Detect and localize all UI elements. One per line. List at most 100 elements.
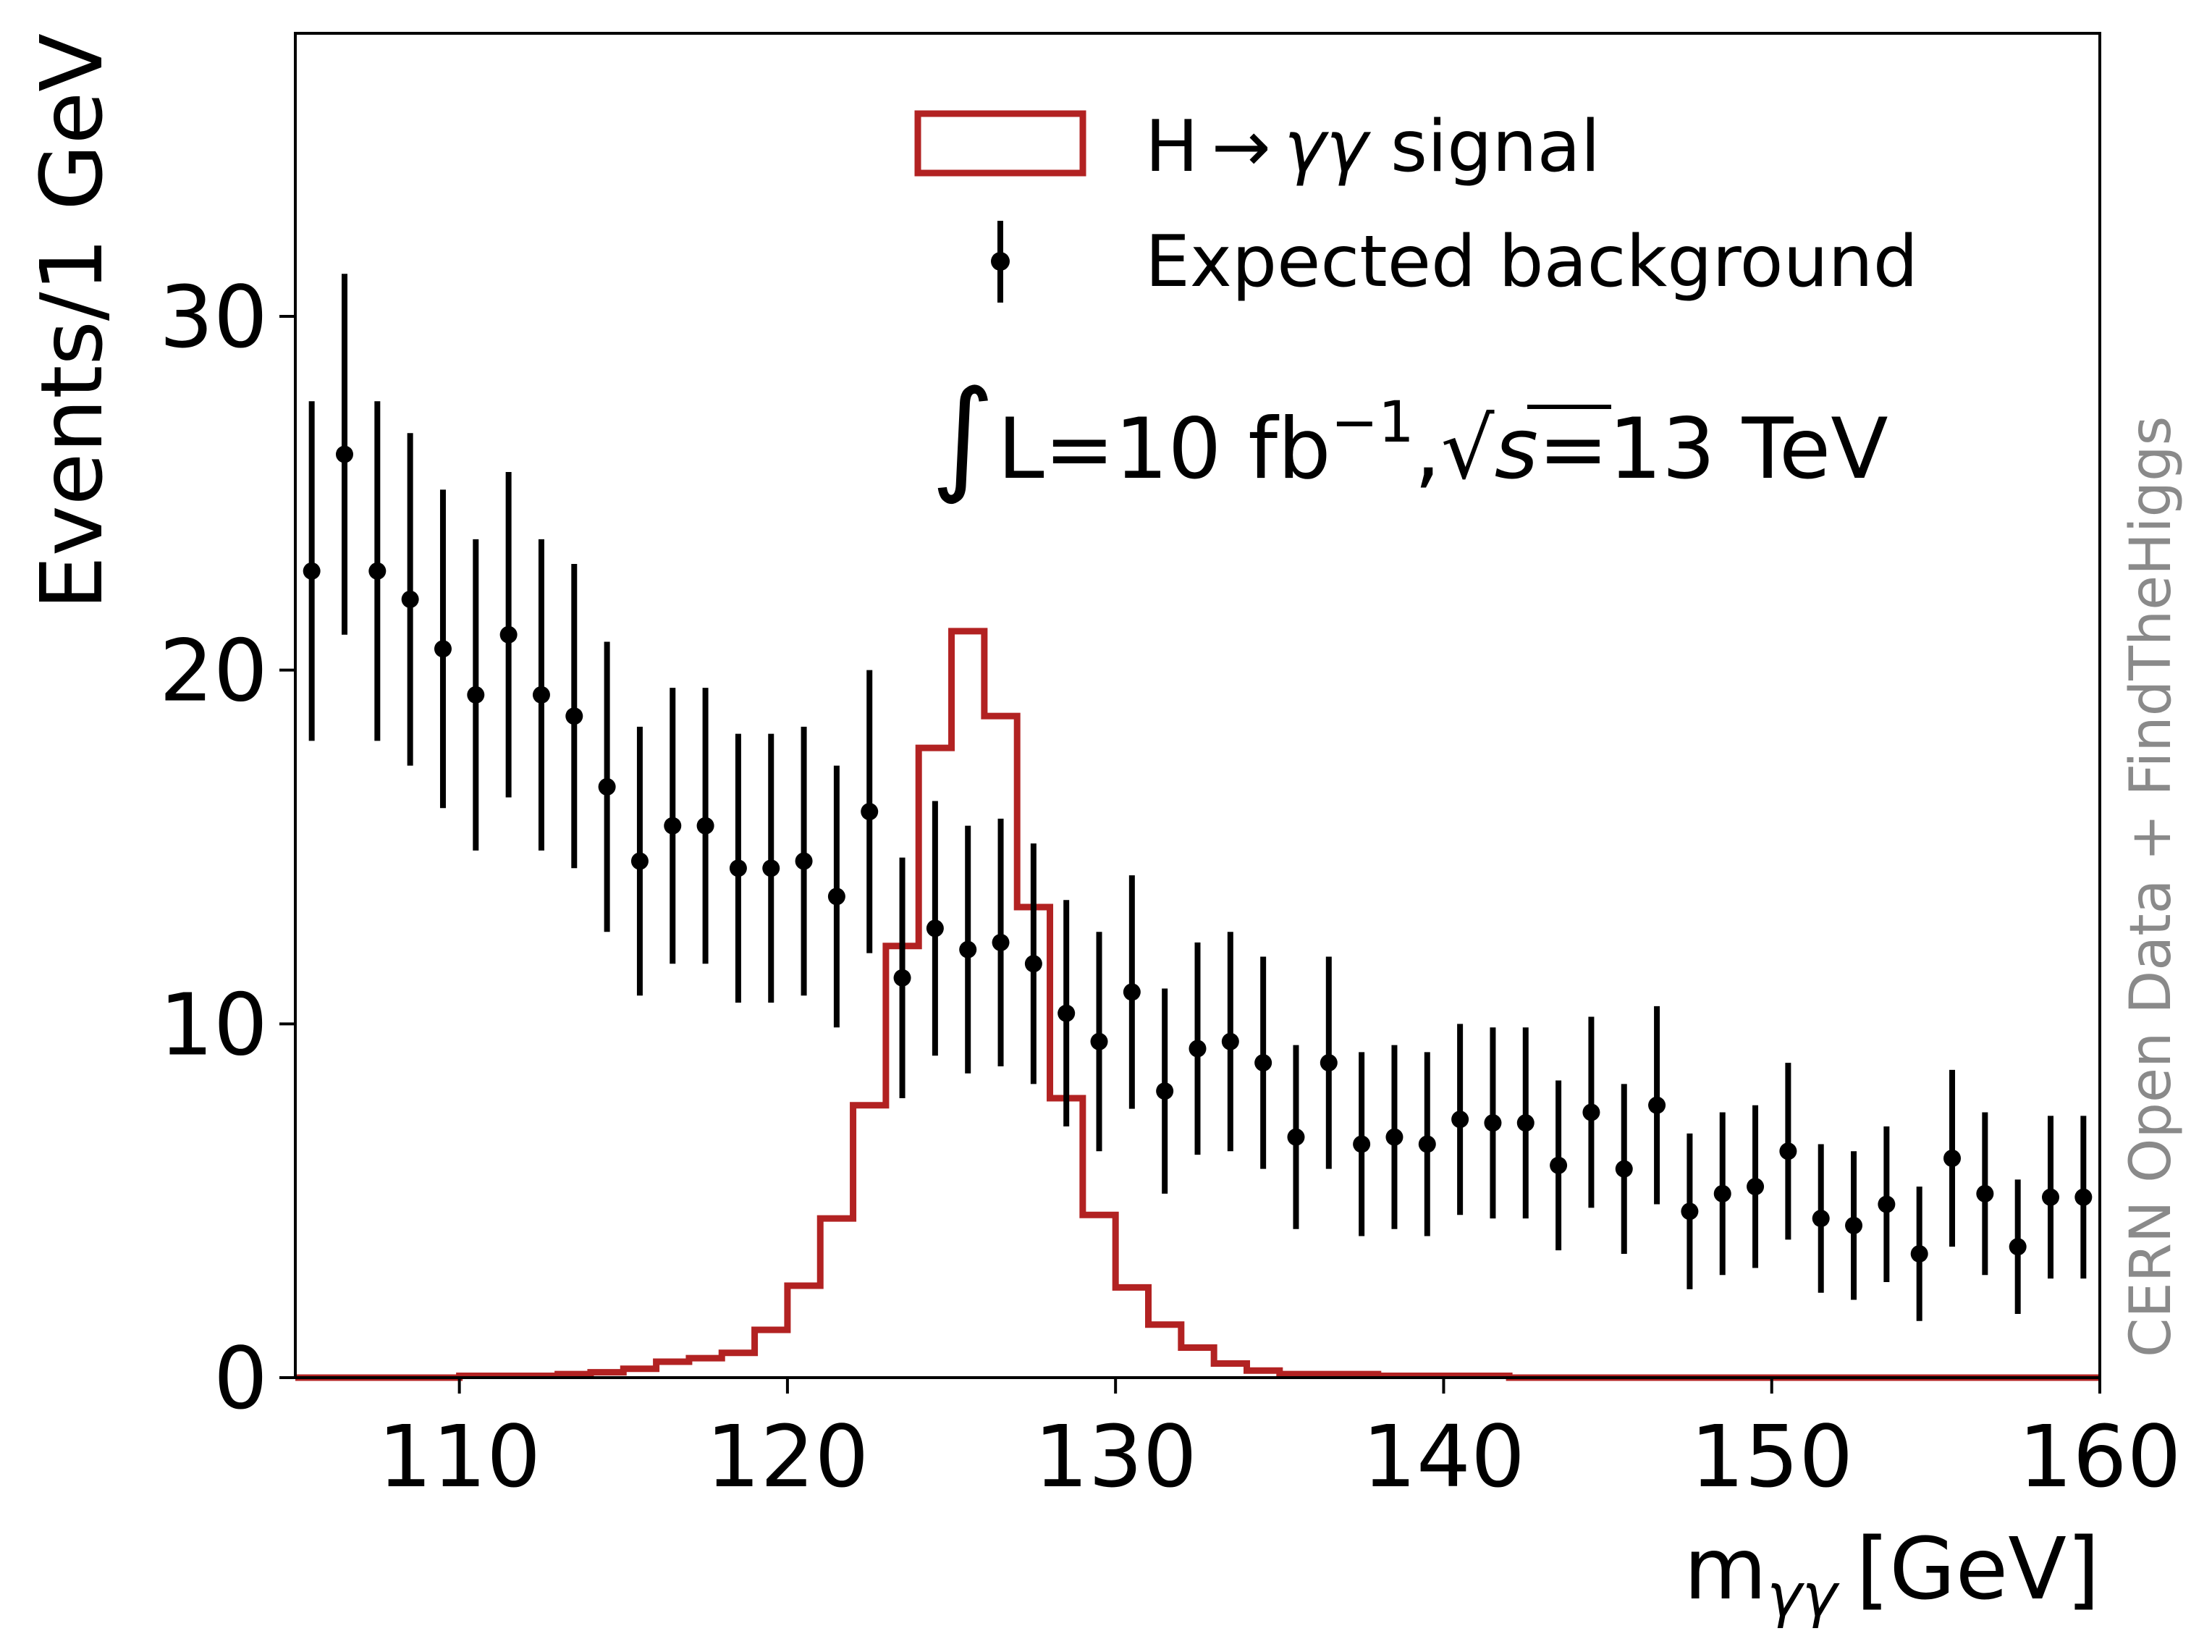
background-marker	[1648, 1096, 1666, 1114]
x-axis-title-main: m	[1684, 1519, 1767, 1619]
plot-area	[294, 32, 2101, 1381]
background-marker	[2042, 1188, 2060, 1206]
background-marker	[630, 852, 649, 870]
background-marker	[335, 445, 353, 463]
background-marker	[368, 562, 387, 580]
background-marker	[729, 859, 747, 877]
background-point	[1123, 875, 1141, 1109]
background-point	[1353, 1052, 1371, 1236]
background-marker	[1189, 1040, 1207, 1058]
background-point	[992, 818, 1010, 1066]
background-marker	[2074, 1188, 2093, 1206]
background-point	[1024, 843, 1042, 1084]
x-tick-label: 150	[1690, 1407, 1853, 1506]
background-point	[1090, 932, 1108, 1152]
background-point	[1550, 1080, 1568, 1251]
background-marker	[1812, 1210, 1830, 1228]
background-marker	[2009, 1238, 2027, 1256]
background-point	[1320, 956, 1338, 1169]
background-points	[303, 274, 2093, 1321]
background-point	[335, 274, 353, 635]
background-point	[664, 688, 682, 964]
background-point	[1058, 900, 1076, 1127]
background-point	[401, 433, 419, 766]
x-tick-label: 110	[378, 1407, 541, 1506]
x-axis-title-unit: [GeV]	[1856, 1519, 2100, 1619]
watermark: CERN Open Data + FindTheHiggs	[2119, 416, 2184, 1357]
background-point	[1943, 1069, 1962, 1247]
x-tick-label: 120	[706, 1407, 869, 1506]
background-point	[1845, 1151, 1863, 1300]
legend-signal-gg: γγ	[1284, 106, 1372, 188]
background-point	[762, 733, 780, 1003]
background-point	[467, 539, 485, 851]
background-marker	[1451, 1111, 1469, 1129]
background-marker	[434, 640, 452, 658]
background-point	[1812, 1144, 1830, 1293]
background-marker	[1747, 1178, 1765, 1196]
background-marker	[696, 817, 714, 835]
background-marker	[992, 933, 1010, 951]
background-marker	[1221, 1032, 1239, 1050]
background-marker	[1550, 1156, 1568, 1174]
legend-signal-h: H	[1145, 106, 1199, 188]
legend-signal-swatch	[914, 110, 1086, 177]
background-point	[368, 401, 387, 741]
background-marker	[893, 969, 911, 987]
background-point	[827, 765, 845, 1028]
background-marker	[1976, 1184, 1994, 1202]
background-point	[565, 564, 583, 869]
background-marker	[1254, 1054, 1272, 1072]
lumi-exponent: −1	[1331, 390, 1414, 455]
background-point	[598, 641, 616, 932]
legend-background-marker	[991, 252, 1010, 271]
background-marker	[926, 919, 944, 937]
background-point	[729, 733, 747, 1003]
y-tick-label: 10	[159, 974, 268, 1074]
background-marker	[762, 859, 780, 877]
background-marker	[1024, 955, 1042, 973]
energy-value: =13 TeV	[1538, 400, 1888, 498]
sqrt-sign: √	[1441, 400, 1495, 498]
sqrt-s: s	[1495, 400, 1538, 498]
background-point	[1779, 1063, 1797, 1240]
y-tick-label: 30	[159, 267, 268, 367]
background-marker	[795, 852, 813, 870]
background-marker	[532, 686, 550, 704]
background-marker	[1779, 1142, 1797, 1160]
background-marker	[1681, 1202, 1699, 1221]
background-point	[1747, 1105, 1765, 1268]
background-point	[2042, 1116, 2060, 1279]
lumi-annotation: ∫ L=10 fb−1,√s=13 TeV	[931, 364, 1888, 507]
x-axis-title-subscript: γγ	[1767, 1562, 1841, 1630]
background-point	[861, 670, 879, 953]
background-point	[1221, 932, 1239, 1152]
background-marker	[401, 590, 419, 608]
lumi-integral-sign: ∫	[931, 364, 995, 507]
x-axis: 110 120 130 140 150 160	[378, 1378, 2182, 1506]
background-point	[499, 471, 518, 798]
background-marker	[1878, 1195, 1896, 1213]
background-marker	[1516, 1114, 1535, 1132]
background-point	[1648, 1006, 1666, 1205]
background-marker	[1418, 1135, 1436, 1153]
x-tick-label: 130	[1034, 1407, 1197, 1506]
background-point	[1582, 1016, 1600, 1208]
legend-signal-label: H → γγ signal	[1145, 106, 1600, 188]
background-point	[795, 726, 813, 996]
legend: H → γγ signal Expected background	[914, 106, 1918, 303]
background-point	[1254, 956, 1272, 1169]
legend-signal-post: signal	[1368, 106, 1600, 188]
x-tick-label: 140	[1362, 1407, 1525, 1506]
background-marker	[467, 686, 485, 704]
lumi-text: L=10 fb−1,√s=13 TeV	[997, 390, 1888, 498]
lumi-value: L=10 fb	[997, 400, 1331, 498]
background-point	[1156, 988, 1174, 1194]
y-tick-label: 20	[159, 621, 268, 721]
background-point	[1418, 1052, 1436, 1236]
background-point	[2074, 1116, 2093, 1279]
background-point	[434, 489, 452, 809]
y-axis: 0 10 20 30	[159, 267, 295, 1428]
background-point	[532, 539, 550, 851]
background-marker	[1615, 1160, 1633, 1178]
